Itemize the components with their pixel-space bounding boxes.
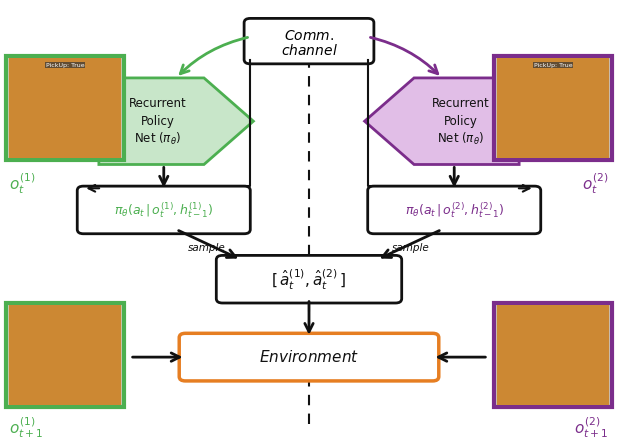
FancyBboxPatch shape [9,305,121,405]
Text: Net ($\pi_\theta$): Net ($\pi_\theta$) [134,131,181,147]
Text: $\pi_\theta(a_t\,|\,o_t^{(1)},h_{t-1}^{(1)})$: $\pi_\theta(a_t\,|\,o_t^{(1)},h_{t-1}^{(… [114,200,213,220]
FancyBboxPatch shape [494,56,612,160]
Text: $o_{t+1}^{(1)}$: $o_{t+1}^{(1)}$ [9,416,44,440]
FancyBboxPatch shape [77,186,250,234]
Text: Policy: Policy [444,115,477,128]
Text: $\mathit{Comm.}$: $\mathit{Comm.}$ [284,29,334,43]
Text: $o_t^{(1)}$: $o_t^{(1)}$ [9,171,36,196]
FancyBboxPatch shape [216,255,402,303]
Text: $\mathit{channel}$: $\mathit{channel}$ [281,43,337,58]
Text: sample: sample [392,242,430,253]
Text: Policy: Policy [141,115,174,128]
FancyBboxPatch shape [244,18,374,64]
Text: $o_t^{(2)}$: $o_t^{(2)}$ [582,171,609,196]
Text: $[\,\hat{a}_t^{(1)},\hat{a}_t^{(2)}\,]$: $[\,\hat{a}_t^{(1)},\hat{a}_t^{(2)}\,]$ [271,267,347,292]
Text: $\mathit{Environment}$: $\mathit{Environment}$ [259,349,359,365]
Polygon shape [99,78,253,164]
Polygon shape [365,78,519,164]
Text: PickUp: True: PickUp: True [534,63,572,68]
Text: Net ($\pi_\theta$): Net ($\pi_\theta$) [437,131,484,147]
Text: sample: sample [188,242,226,253]
FancyBboxPatch shape [6,56,124,160]
FancyBboxPatch shape [368,186,541,234]
FancyBboxPatch shape [497,59,609,158]
FancyBboxPatch shape [494,303,612,407]
Text: Recurrent: Recurrent [431,97,489,111]
FancyBboxPatch shape [6,303,124,407]
Text: Recurrent: Recurrent [129,97,187,111]
FancyBboxPatch shape [9,59,121,158]
Text: $o_{t+1}^{(2)}$: $o_{t+1}^{(2)}$ [574,416,609,440]
Text: PickUp: True: PickUp: True [46,63,84,68]
FancyBboxPatch shape [179,333,439,381]
Text: $\pi_\theta(a_t\,|\,o_t^{(2)},h_{t-1}^{(2)})$: $\pi_\theta(a_t\,|\,o_t^{(2)},h_{t-1}^{(… [405,200,504,220]
FancyBboxPatch shape [497,305,609,405]
